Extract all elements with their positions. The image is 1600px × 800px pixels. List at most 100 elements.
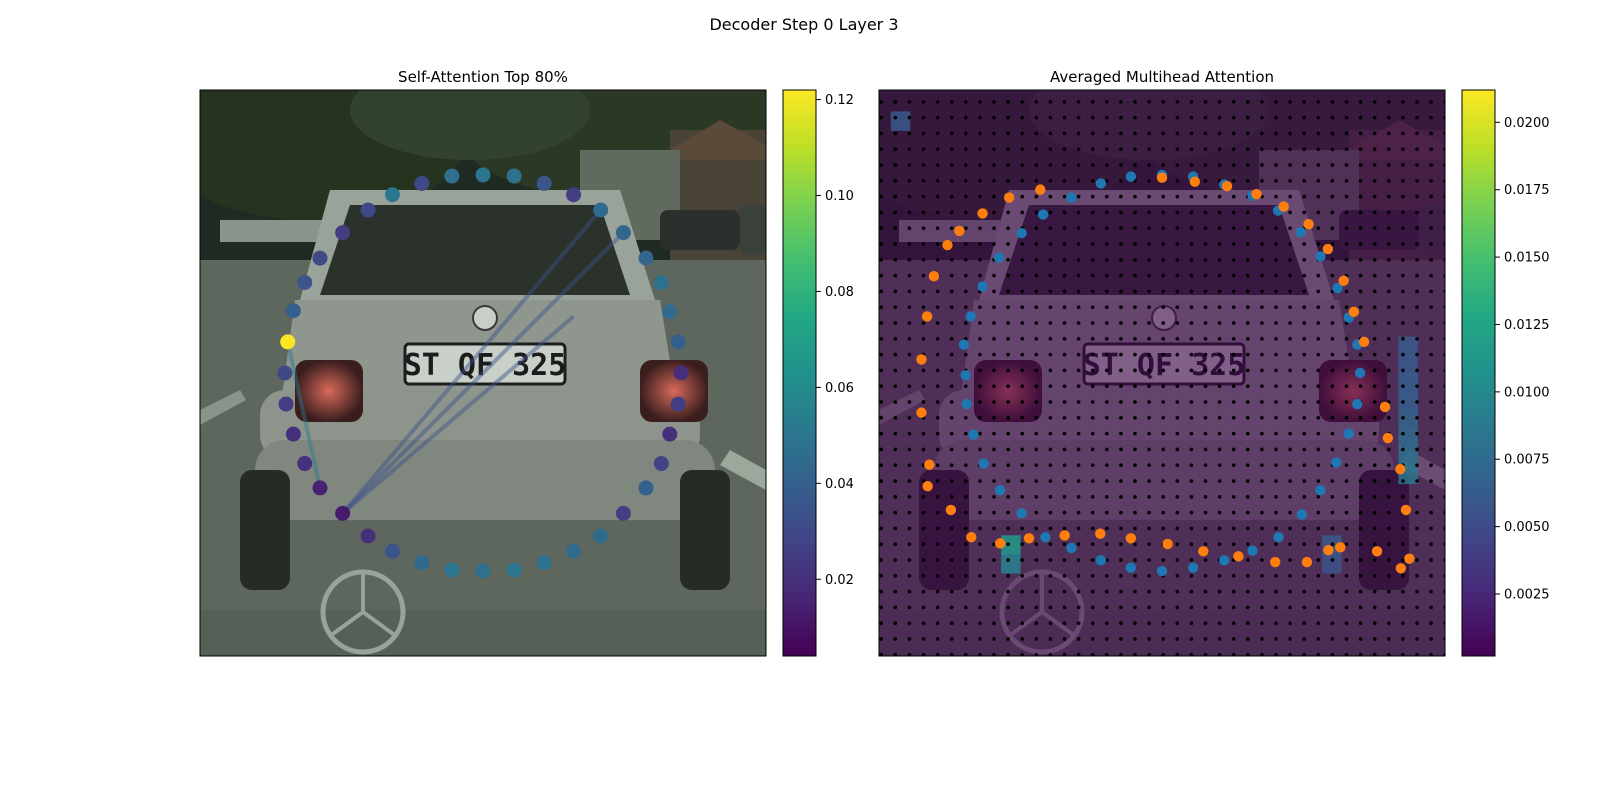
blue-point-26: [1016, 508, 1027, 519]
blue-point-38: [1066, 192, 1077, 203]
attention-point-28: [285, 426, 301, 442]
orange-point-3: [1251, 188, 1262, 200]
orange-point-20: [1270, 556, 1281, 568]
attention-point-8: [662, 304, 678, 320]
attention-point-13: [653, 456, 669, 472]
left-colorbar-ticks: 0.02 0.04 0.06 0.08 0.10 0.12: [816, 93, 854, 588]
attention-point-36: [360, 202, 376, 218]
blue-point-37: [1037, 209, 1049, 220]
orange-point-14: [1404, 553, 1415, 564]
attention-point-34: [312, 250, 328, 266]
attention-point-37: [384, 187, 400, 203]
orange-point-37: [942, 239, 953, 251]
blue-point-11: [1354, 367, 1366, 379]
orange-point-8: [1348, 306, 1360, 318]
self-attention-points: [277, 167, 689, 579]
attention-links: [285, 208, 625, 515]
attention-point-14: [638, 480, 654, 496]
orange-point-17: [1335, 542, 1346, 553]
blue-point-17: [1273, 531, 1284, 543]
blue-point-27: [994, 484, 1006, 496]
attention-point-21: [444, 562, 460, 578]
attention-link-2: [341, 208, 603, 515]
attention-point-24: [360, 528, 376, 544]
orange-point-39: [977, 208, 988, 219]
orange-point-26: [1059, 530, 1070, 541]
orange-point-1: [1189, 176, 1201, 187]
left-colorbar-tick-label-2: 0.06: [825, 381, 854, 396]
blue-point-25: [1040, 531, 1051, 543]
orange-point-35: [921, 311, 933, 322]
attention-point-5: [615, 225, 631, 241]
attention-point-18: [536, 555, 552, 571]
right-axes-title: Averaged Multihead Attention: [1050, 68, 1274, 86]
orange-point-16: [1371, 546, 1383, 557]
attention-point-20: [475, 563, 491, 579]
orange-point-11: [1382, 432, 1394, 444]
attention-point-38: [414, 175, 430, 191]
attention-point-35: [335, 225, 351, 241]
attention-point-15: [615, 505, 631, 521]
grid-dots: [879, 90, 1445, 656]
blue-point-8: [1332, 282, 1343, 294]
orange-point-23: [1162, 538, 1173, 550]
left-colorbar-tick-label-3: 0.08: [825, 285, 854, 300]
attention-point-3: [566, 187, 582, 203]
attention-point-33: [297, 274, 313, 290]
orange-point-15: [1395, 563, 1407, 574]
right-colorbar-tick-label-5: 0.0150: [1504, 251, 1550, 266]
orange-point-12: [1395, 464, 1406, 475]
contour-point-series: [916, 169, 1415, 577]
orange-point-24: [1125, 533, 1137, 544]
orange-point-38: [954, 225, 965, 237]
blue-point-28: [978, 458, 989, 469]
left-colorbar-tick-label-5: 0.12: [825, 93, 854, 108]
orange-point-36: [928, 271, 940, 282]
orange-point-19: [1301, 556, 1313, 568]
orange-point-0: [1156, 172, 1168, 183]
orange-point-9: [1358, 336, 1370, 348]
attention-point-2: [536, 175, 552, 191]
attention-point-11: [670, 396, 686, 412]
attention-point-6: [638, 250, 654, 266]
attention-point-9: [670, 334, 686, 350]
right-colorbar-tick-label-7: 0.0200: [1504, 116, 1550, 131]
blue-point-30: [961, 398, 972, 410]
orange-point-28: [994, 538, 1006, 549]
blue-point-34: [977, 281, 988, 292]
attention-point-16: [593, 528, 609, 544]
self-attention-panel: Self-Attention Top 80%: [150, 40, 790, 657]
orange-point-2: [1221, 181, 1233, 192]
attention-point-4: [593, 202, 609, 218]
blue-point-32: [958, 339, 970, 350]
blue-point-33: [965, 311, 976, 322]
blue-point-21: [1156, 565, 1168, 577]
blue-point-0: [1125, 171, 1137, 182]
right-colorbar-tick-label-2: 0.0075: [1504, 453, 1550, 468]
orange-point-13: [1400, 504, 1412, 516]
orange-point-7: [1338, 275, 1349, 286]
left-car-photo: [150, 40, 790, 656]
attention-link-1: [341, 231, 625, 515]
attention-point-12: [662, 426, 678, 442]
blue-point-14: [1331, 457, 1342, 468]
attention-point-30: [277, 365, 293, 381]
attention-point-25: [335, 505, 351, 521]
orange-point-40: [1003, 192, 1015, 203]
right-colorbar-tick-label-1: 0.0050: [1504, 520, 1550, 535]
orange-point-6: [1322, 243, 1334, 255]
blue-point-16: [1296, 509, 1308, 520]
attention-point-17: [566, 543, 582, 559]
multihead-attention-panel: Averaged Multihead Attention: [878, 68, 1446, 657]
attention-point-39: [444, 168, 460, 184]
attention-point-29: [278, 396, 294, 412]
orange-point-33: [916, 407, 927, 418]
left-colorbar: 0.02 0.04 0.06 0.08 0.10 0.12: [782, 89, 854, 657]
orange-point-32: [924, 459, 935, 470]
blue-point-7: [1315, 251, 1326, 262]
attention-point-0: [475, 167, 491, 183]
attention-point-31: [280, 334, 296, 350]
right-colorbar-tick-label-6: 0.0175: [1504, 183, 1550, 198]
attention-point-22: [414, 555, 430, 571]
